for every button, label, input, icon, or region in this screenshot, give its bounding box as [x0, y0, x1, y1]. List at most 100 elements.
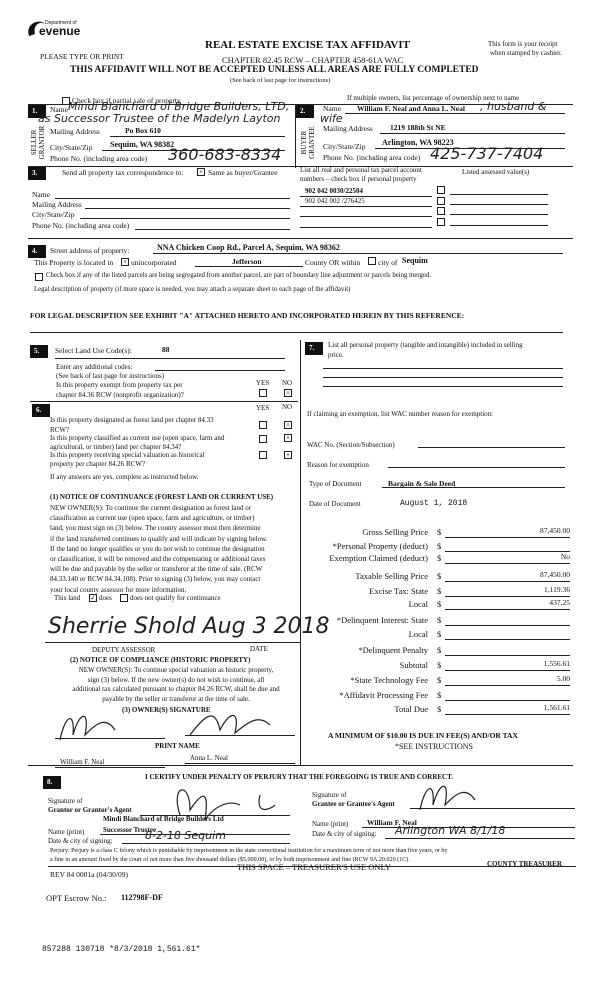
buyer-mail[interactable]: 1219 188th St NE — [390, 123, 446, 132]
buyer-phone[interactable]: 425-737-7404 — [430, 144, 544, 163]
chapter: CHAPTER 82.45 RCW – CHAPTER 458-61A WAC — [222, 55, 404, 65]
partial-sale-label: Check box if partial sale of property — [72, 96, 181, 105]
certify-statement: I CERTIFY UNDER PENALTY OF PERJURY THAT … — [145, 773, 454, 781]
street-address[interactable]: NNA Chicken Coop Rd., Parcel A, Sequim, … — [157, 243, 340, 252]
no-header-6: NO — [282, 403, 293, 411]
section-1-number: 1. — [28, 105, 46, 118]
assessed-value-field-1[interactable] — [450, 194, 548, 195]
assessed-value-field-4[interactable] — [450, 225, 548, 226]
exempt-no-checkbox[interactable]: × — [284, 389, 292, 397]
dollar-sign: $ — [437, 645, 442, 655]
amount-value[interactable]: 1,119.36 — [544, 585, 570, 594]
buyer-name-hw1[interactable]: , husband & — [480, 100, 547, 113]
corr-name-label: Name — [32, 190, 50, 199]
amount-label: *Personal Property (deduct) — [332, 541, 428, 551]
buyer-name-hw2[interactable]: wife — [320, 112, 343, 125]
seller-name-line1[interactable]: Mindi Blanchard of Bridge Builders, LTD, — [68, 100, 290, 113]
grantee-signature-line — [410, 808, 575, 809]
amount-value[interactable]: 87,450.00 — [540, 570, 570, 579]
amount-field-line — [445, 714, 570, 715]
personal-property-checkbox-4[interactable] — [437, 218, 445, 226]
amount-value[interactable]: 437.25 — [549, 598, 570, 607]
same-as-buyer-checkbox[interactable]: × — [197, 168, 205, 176]
owner-1-name[interactable]: William F. Neal — [60, 758, 105, 766]
dollar-sign: $ — [437, 553, 442, 563]
document-date-label: Date of Document — [309, 500, 361, 508]
amount-value[interactable]: 1,556.61 — [543, 659, 570, 668]
does-not-checkbox[interactable] — [120, 594, 128, 602]
grantor-date-city[interactable]: 8-2-18 Sequim — [145, 829, 226, 842]
corr-mail-field[interactable] — [85, 208, 290, 209]
personal-property-field-3[interactable] — [323, 386, 563, 387]
grantee-name[interactable]: William F. Neal — [367, 818, 417, 827]
county-treasurer: COUNTY TREASURER — [487, 860, 562, 868]
historic-yes-checkbox[interactable] — [259, 451, 267, 459]
parcel-2[interactable]: 902 042 002 /276425 — [305, 197, 365, 205]
current-use-no-checkbox[interactable]: × — [284, 434, 292, 442]
amount-value[interactable]: No — [560, 552, 570, 561]
exempt-question-2: chapter 84.36 RCW (nonprofit organizatio… — [56, 391, 184, 399]
divider — [28, 238, 573, 239]
grantee-date-city[interactable]: Arlington WA 8/1/18 — [395, 824, 506, 837]
warning: THIS AFFIDAVIT WILL NOT BE ACCEPTED UNLE… — [70, 65, 479, 75]
current-use-yes-checkbox[interactable] — [259, 435, 267, 443]
seller-city[interactable]: Sequim, WA 98382 — [110, 140, 175, 149]
amount-value[interactable]: 87,450.00 — [540, 526, 570, 535]
segregated-checkbox[interactable] — [35, 273, 43, 281]
seller-mail[interactable]: Po Box 610 — [125, 126, 161, 135]
land-use-code[interactable]: 88 — [162, 345, 170, 354]
amount-value[interactable]: 1,561.61 — [543, 703, 570, 712]
personal-property-checkbox-3[interactable] — [437, 207, 445, 215]
corr-city-field[interactable] — [80, 218, 290, 219]
dollar-sign: $ — [437, 541, 442, 551]
historic-no-checkbox[interactable]: × — [284, 451, 292, 459]
underline — [385, 838, 575, 839]
unincorporated-checkbox[interactable]: × — [121, 258, 129, 266]
buyer-phone-label: Phone No. (including area code) — [323, 153, 421, 162]
buyer-name[interactable]: William F. Neal and Anna L. Neal — [357, 104, 465, 113]
dollar-sign: $ — [437, 586, 442, 596]
corr-name-field[interactable] — [55, 198, 290, 199]
dollar-sign: $ — [437, 660, 442, 670]
seller-phone[interactable]: 360-683-8334 — [168, 145, 282, 164]
owner-2-name[interactable]: Anna L. Neal — [190, 754, 228, 762]
wac-field[interactable] — [418, 447, 565, 448]
parcel-1[interactable]: 902 042 0030/22504 — [305, 187, 363, 195]
grantor-name-1[interactable]: Mindi Blanchard of Bridge Builders Ltd — [103, 815, 224, 823]
amount-field-line — [445, 609, 570, 610]
notice2-line: sign (3) below. If the new owner(s) do n… — [87, 675, 265, 684]
document-date[interactable]: August 1, 2018 — [400, 499, 468, 508]
section-8-number: 8. — [43, 776, 61, 789]
reason-field[interactable] — [388, 467, 565, 468]
notice2-title: (2) NOTICE OF COMPLIANCE (HISTORIC PROPE… — [70, 656, 251, 664]
amounts-table: Gross Selling Price $87,450.00 *Personal P… — [305, 520, 570, 715]
seller-name-line2[interactable]: as Successor Trustee of the Madelyn Layt… — [38, 112, 281, 125]
does-checkbox[interactable]: ✓ — [89, 594, 97, 602]
amount-field-line — [445, 551, 570, 552]
amount-value[interactable]: 5.00 — [556, 674, 570, 683]
forest-yes-checkbox[interactable] — [259, 421, 267, 429]
buyer-city[interactable]: Arlington, WA 98223 — [382, 138, 454, 147]
underline — [45, 642, 300, 643]
legal-description[interactable]: FOR LEGAL DESCRIPTION SEE EXHIBIT "A" AT… — [30, 311, 465, 320]
forest-no-checkbox[interactable]: × — [284, 421, 292, 429]
exempt-yes-checkbox[interactable] — [259, 389, 267, 397]
additional-codes-field[interactable] — [155, 370, 285, 371]
amount-label: *Delinquent Penalty — [358, 645, 428, 655]
section-2-number: 2. — [296, 105, 314, 118]
personal-property-checkbox-2[interactable] — [437, 197, 445, 205]
amount-row: Local $437.25 — [305, 598, 570, 611]
corr-phone-field[interactable] — [135, 229, 290, 230]
county-value[interactable]: Jefferson — [232, 257, 262, 266]
divider — [28, 166, 573, 167]
personal-property-checkbox-1[interactable] — [437, 186, 445, 194]
personal-property-field-1[interactable] — [323, 368, 563, 369]
document-type[interactable]: Bargain & Sale Deed — [388, 479, 456, 488]
assessed-value-field-3[interactable] — [450, 214, 548, 215]
grantor-name-2[interactable]: Successor Trustee — [103, 826, 157, 834]
divider — [295, 104, 296, 168]
city-value[interactable]: Sequim — [402, 256, 428, 265]
assessed-value-field-2[interactable] — [450, 204, 548, 205]
city-checkbox[interactable] — [368, 257, 376, 265]
personal-property-field-2[interactable] — [323, 377, 563, 378]
